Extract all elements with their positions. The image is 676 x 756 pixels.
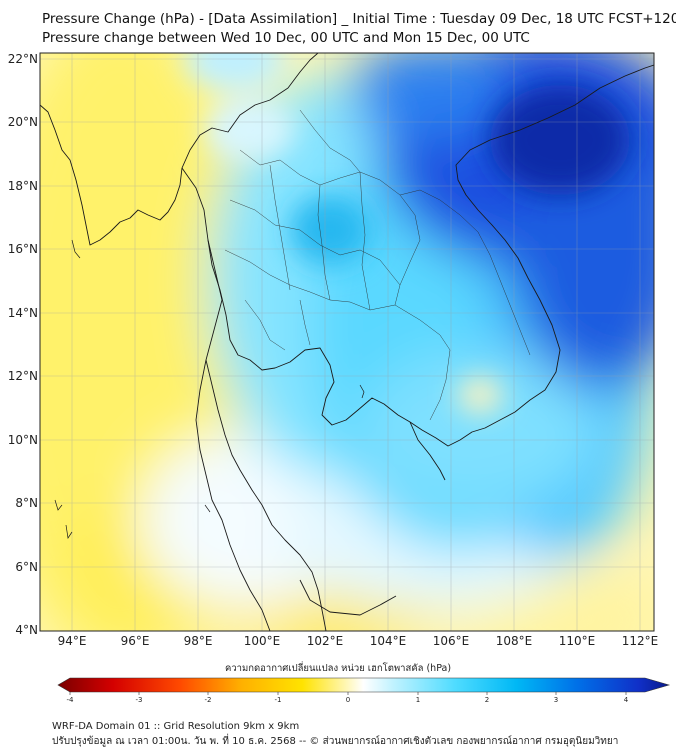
lat-tick-label: 6°N (15, 560, 38, 574)
colorbar-tick-label: -3 (136, 696, 143, 704)
footer: WRF-DA Domain 01 :: Grid Resolution 9km … (52, 719, 618, 749)
colorbar-ticks (69, 692, 627, 695)
chart-title: Pressure Change (hPa) - [Data Assimilati… (42, 10, 676, 48)
lon-tick-label: 98°E (184, 634, 213, 648)
colorbar-tick-label: 2 (485, 696, 489, 704)
islands (54, 239, 365, 539)
colorbar-tick-labels: -4 -3 -2 -1 0 1 2 3 4 (67, 696, 629, 704)
lat-tick-label: 8°N (15, 496, 38, 510)
lon-tick-label: 104°E (370, 634, 407, 648)
lon-tick-label: 110°E (559, 634, 596, 648)
colorbar-bar (57, 677, 671, 693)
lat-tick-label: 12°N (8, 369, 38, 383)
colorbar-tick-label: -2 (205, 696, 212, 704)
lon-tick-label: 108°E (496, 634, 533, 648)
lat-tick-label: 18°N (8, 179, 38, 193)
lon-tick-label: 94°E (58, 634, 87, 648)
lon-tick-label: 106°E (433, 634, 470, 648)
colorbar-tick-label: 3 (554, 696, 558, 704)
lat-tick-label: 22°N (8, 52, 38, 66)
lat-tick-labels: 22°N 20°N 18°N 16°N 14°N 12°N 10°N 8°N 6… (8, 52, 38, 637)
coastlines (40, 53, 654, 631)
colorbar-tick-label: -1 (275, 696, 282, 704)
colorbar-tick-label: 4 (624, 696, 629, 704)
title-line-1: Pressure Change (hPa) - [Data Assimilati… (42, 11, 676, 27)
plot-frame (39, 52, 655, 632)
footer-line-2: ปรับปรุงข้อมูล ณ เวลา 01:00น. วัน พ. ที่… (52, 736, 619, 747)
footer-line-1: WRF-DA Domain 01 :: Grid Resolution 9km … (52, 721, 300, 732)
lon-tick-label: 112°E (622, 634, 659, 648)
pressure-change-map: 22°N 20°N 18°N 16°N 14°N 12°N 10°N 8°N 6… (8, 52, 671, 704)
lon-tick-label: 100°E (244, 634, 281, 648)
lat-tick-label: 10°N (8, 433, 38, 447)
colorbar: -4 -3 -2 -1 0 1 2 3 4 (57, 677, 671, 704)
colorbar-tick-label: 1 (416, 696, 420, 704)
colorbar-tick-label: 0 (346, 696, 350, 704)
lat-tick-label: 4°N (15, 623, 38, 637)
lon-tick-label: 102°E (307, 634, 344, 648)
title-line-2: Pressure change between Wed 10 Dec, 00 U… (42, 30, 530, 46)
graticule (40, 53, 654, 631)
lon-tick-labels: 94°E 96°E 98°E 100°E 102°E 104°E 106°E 1… (58, 634, 659, 648)
lon-tick-label: 96°E (121, 634, 150, 648)
colorbar-tick-label: -4 (67, 696, 75, 704)
lat-tick-label: 20°N (8, 115, 38, 129)
admin-borders (224, 109, 531, 421)
lat-tick-label: 16°N (8, 242, 38, 256)
lat-tick-label: 14°N (8, 306, 38, 320)
colorbar-label: ความกดอากาศเปลี่ยนแปลง หน่วย เฮกโตพาสคัล… (224, 663, 452, 674)
pressure-field (40, 53, 654, 631)
